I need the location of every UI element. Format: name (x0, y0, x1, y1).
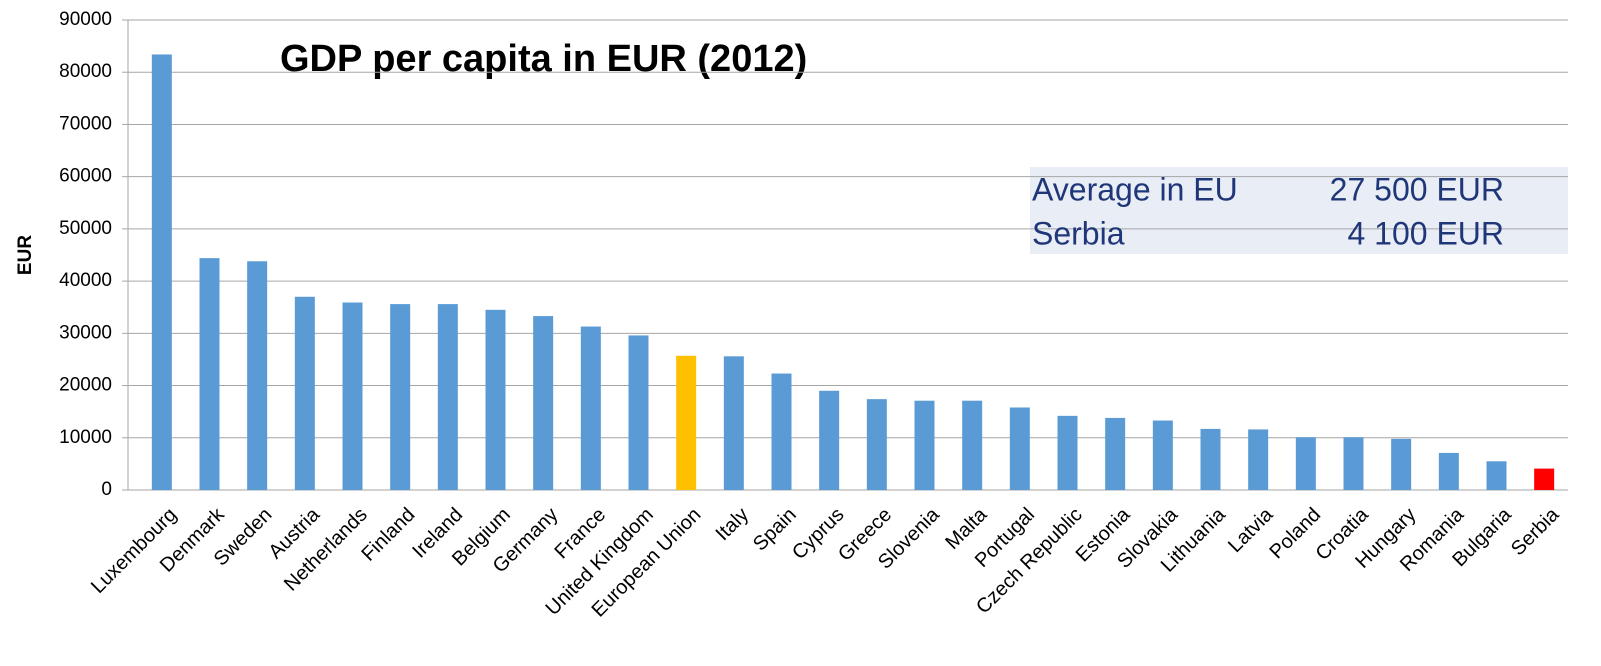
bar (342, 302, 363, 490)
y-tick-label: 30000 (59, 322, 112, 343)
bar (294, 296, 315, 490)
bar (1534, 468, 1555, 490)
bar (437, 304, 458, 490)
bar (1391, 438, 1412, 490)
bar (1343, 437, 1364, 490)
y-tick-label: 80000 (59, 61, 112, 82)
chart-title: GDP per capita in EUR (2012) (280, 38, 807, 80)
bar (866, 399, 887, 490)
bar (533, 316, 554, 490)
annotation-value: 27 500 EUR (1330, 171, 1504, 207)
y-tick-label: 40000 (59, 270, 112, 291)
annotation-value: 4 100 EUR (1347, 215, 1504, 251)
y-tick-label: 60000 (59, 166, 112, 187)
x-tick-label: Italy (712, 504, 753, 545)
bar (1438, 452, 1459, 490)
annotation-label: Average in EU (1032, 171, 1238, 207)
bar (199, 258, 220, 490)
y-tick-label: 10000 (59, 427, 112, 448)
y-tick-label: 50000 (59, 218, 112, 239)
annotation-box (1030, 167, 1568, 254)
bar (1152, 420, 1173, 490)
bar (390, 304, 411, 490)
x-tick-label: Serbia (1507, 503, 1564, 560)
bar (1009, 407, 1030, 490)
bar (676, 355, 697, 490)
y-tick-label: 70000 (59, 113, 112, 134)
bar (962, 400, 983, 490)
bar (485, 309, 506, 490)
bar (819, 390, 840, 490)
y-tick-label: 0 (101, 479, 112, 500)
bar (1295, 437, 1316, 490)
bar (247, 261, 268, 490)
bar (1105, 417, 1126, 490)
bar (1486, 461, 1507, 490)
annotation-label: Serbia (1032, 215, 1125, 251)
bar (1200, 428, 1221, 490)
bar (1248, 429, 1269, 490)
bar (771, 373, 792, 490)
bar (151, 54, 172, 490)
y-tick-label: 20000 (59, 375, 112, 396)
x-tick-label: Finland (357, 504, 419, 566)
y-tick-label: 90000 (59, 9, 112, 30)
bar (580, 326, 601, 490)
bar (914, 400, 935, 490)
y-axis-label: EUR (15, 235, 36, 275)
bar (1057, 415, 1078, 490)
bar (723, 356, 744, 490)
bar (628, 335, 649, 490)
